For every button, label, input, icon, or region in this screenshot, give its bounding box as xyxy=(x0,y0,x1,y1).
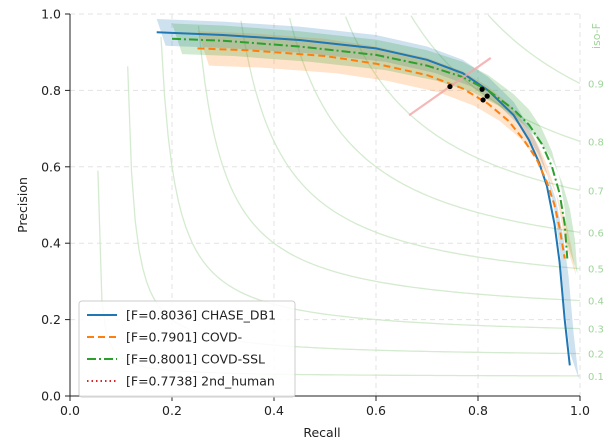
iso-f-title: iso-F xyxy=(590,23,603,49)
iso-f-curve xyxy=(240,20,580,270)
series-marker xyxy=(447,83,453,90)
iso-f-label: 0.2 xyxy=(588,350,604,361)
iso-f-curve xyxy=(410,15,580,142)
legend-entry: [F=0.7901] COVD- xyxy=(126,330,242,345)
y-tick-label: 0.2 xyxy=(41,312,61,327)
series-band xyxy=(197,31,577,276)
legend-entry: [F=0.7738] 2nd_human xyxy=(126,374,275,389)
iso-f-label: 0.7 xyxy=(588,186,604,197)
y-tick-label: 0.6 xyxy=(41,159,61,174)
x-tick-label: 0.2 xyxy=(162,403,182,418)
iso-f-curve xyxy=(160,36,580,330)
iso-f-label: 0.1 xyxy=(588,372,604,383)
iso-f-label: 0.3 xyxy=(588,325,604,336)
x-tick-label: 0.8 xyxy=(468,403,488,418)
y-tick-label: 0.0 xyxy=(41,389,61,404)
legend-box xyxy=(78,300,296,398)
series-lines xyxy=(156,31,571,366)
series-marker xyxy=(479,86,485,92)
iso-f-label: 0.4 xyxy=(588,297,604,308)
series-band xyxy=(172,23,578,274)
series-marker xyxy=(480,97,486,103)
x-axis-title: Recall xyxy=(303,425,340,440)
iso-f-label: 0.6 xyxy=(588,228,604,239)
iso-f-curve xyxy=(345,16,580,191)
y-tick-label: 1.0 xyxy=(41,7,61,22)
y-tick-label: 0.8 xyxy=(41,83,61,98)
legend-entry: [F=0.8001] COVD-SSL xyxy=(126,352,265,367)
series-line xyxy=(156,31,571,366)
confidence-bands xyxy=(156,19,579,379)
y-tick-label: 0.4 xyxy=(41,236,61,251)
series-markers xyxy=(408,57,492,117)
series-marker xyxy=(484,93,490,99)
iso-f-label: 0.5 xyxy=(588,265,604,276)
y-axis-title: Precision xyxy=(15,177,30,233)
iso-f-label: 0.8 xyxy=(588,137,604,148)
x-tick-label: 0.6 xyxy=(366,403,386,418)
x-tick-label: 0.0 xyxy=(60,403,80,418)
iso-f-curve xyxy=(288,17,580,233)
x-tick-label: 0.4 xyxy=(264,403,284,418)
legend: [F=0.8036] CHASE_DB1 [F=0.7901] COVD- [F=0… xyxy=(78,300,296,398)
legend-entry: [F=0.8036] CHASE_DB1 xyxy=(126,308,276,323)
iso-f-curve xyxy=(487,14,580,85)
series-line xyxy=(171,37,569,259)
iso-f-curve xyxy=(197,25,580,302)
iso-f-label: 0.9 xyxy=(588,79,604,90)
series-line xyxy=(197,47,566,259)
x-tick-label: 1.0 xyxy=(570,403,590,418)
